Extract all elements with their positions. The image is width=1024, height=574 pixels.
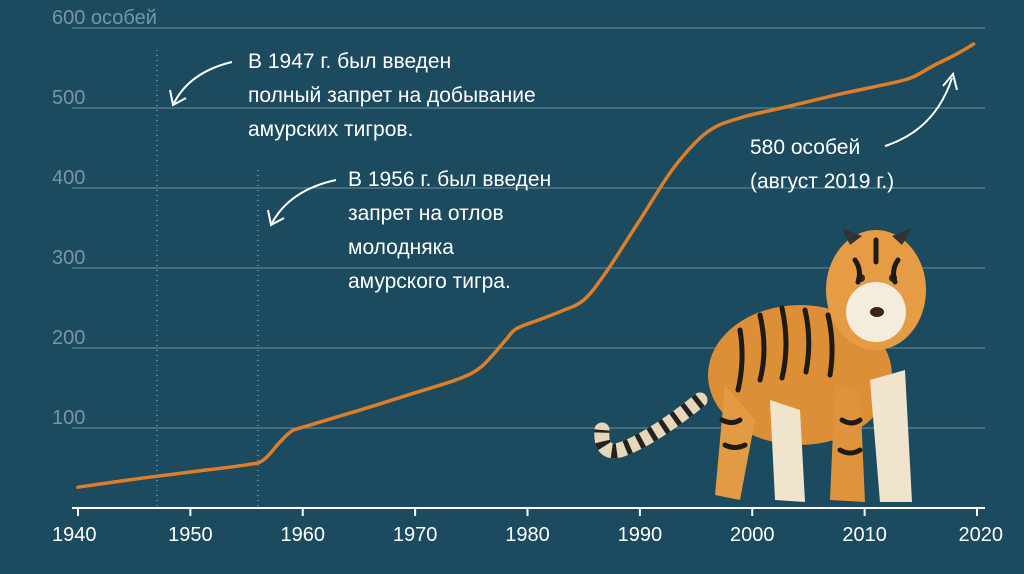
- x-tick-2010: 2010: [842, 524, 887, 546]
- annotation-1947-line-2: полный запрет на добывание: [248, 84, 536, 107]
- x-tick-1980: 1980: [505, 524, 550, 546]
- population-line: [76, 42, 976, 489]
- annotation-2019-arrowhead: [942, 71, 958, 91]
- annotation-2019-arrow: [884, 77, 953, 147]
- y-axis-ticks: 100 200 300 400 500 600 особей: [52, 7, 157, 429]
- x-axis-ticks: 1940 1950 1960 1970 1980 1990 2000 2010 2020: [52, 508, 1003, 546]
- annotation-1956-line-4: амурского тигра.: [348, 270, 511, 293]
- x-tick-1950: 1950: [168, 524, 213, 546]
- x-tick-2020: 2020: [959, 524, 1004, 546]
- annotation-1947-line-3: амурских тигров.: [248, 118, 413, 141]
- y-tick-100: 100: [52, 407, 85, 429]
- annotation-1956: В 1956 г. был введен запрет на отлов мол…: [267, 168, 551, 293]
- annotation-1947-arrowhead: [169, 89, 187, 107]
- tiger-illustration: [594, 228, 926, 502]
- annotation-1956-arrowhead: [267, 209, 285, 227]
- y-tick-400: 400: [52, 167, 85, 189]
- annotation-1947-arrow: [173, 61, 233, 104]
- x-tick-2000: 2000: [730, 524, 775, 546]
- x-tick-1990: 1990: [618, 524, 663, 546]
- annotation-1956-line-1: В 1956 г. был введен: [348, 168, 551, 191]
- annotation-2019-line-1: 580 особей: [750, 136, 860, 159]
- annotation-1947-line-1: В 1947 г. был введен: [248, 50, 451, 73]
- x-tick-1970: 1970: [393, 524, 438, 546]
- annotation-1956-line-2: запрет на отлов: [348, 202, 504, 225]
- x-tick-1960: 1960: [281, 524, 326, 546]
- y-tick-500: 500: [52, 87, 85, 109]
- annotation-2019-line-2: (август 2019 г.): [750, 170, 894, 193]
- x-tick-1940: 1940: [52, 524, 97, 546]
- annotation-1956-arrow: [271, 179, 337, 224]
- y-tick-300: 300: [52, 247, 85, 269]
- y-tick-200: 200: [52, 327, 85, 349]
- y-tick-600: 600 особей: [52, 7, 157, 29]
- annotation-1956-line-3: молодняка: [348, 236, 454, 259]
- annotation-1947: В 1947 г. был введен полный запрет на до…: [169, 50, 536, 141]
- annotation-2019: 580 особей (август 2019 г.): [750, 71, 958, 193]
- event-markers: [156, 50, 259, 508]
